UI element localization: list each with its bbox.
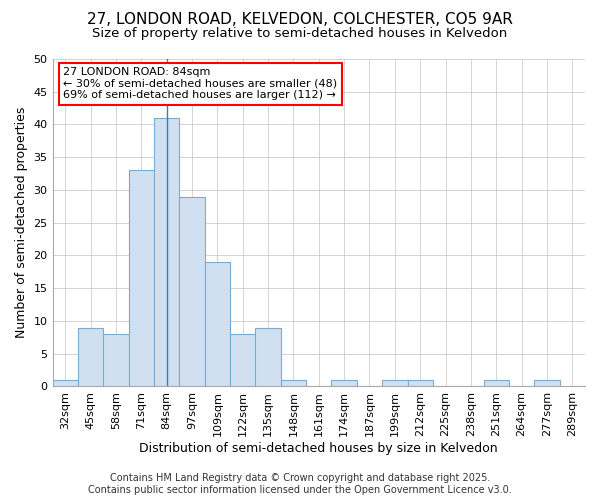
Bar [534, 380, 560, 386]
Text: 27 LONDON ROAD: 84sqm
← 30% of semi-detached houses are smaller (48)
69% of semi: 27 LONDON ROAD: 84sqm ← 30% of semi-deta… [63, 67, 337, 100]
Bar [331, 380, 357, 386]
Bar [230, 334, 256, 386]
X-axis label: Distribution of semi-detached houses by size in Kelvedon: Distribution of semi-detached houses by … [139, 442, 498, 455]
Bar [78, 328, 103, 386]
Y-axis label: Number of semi-detached properties: Number of semi-detached properties [15, 107, 28, 338]
Bar [205, 262, 230, 386]
Bar [484, 380, 509, 386]
Bar [179, 196, 205, 386]
Text: Contains HM Land Registry data © Crown copyright and database right 2025.
Contai: Contains HM Land Registry data © Crown c… [88, 474, 512, 495]
Bar [256, 328, 281, 386]
Bar [128, 170, 154, 386]
Bar [53, 380, 78, 386]
Text: 27, LONDON ROAD, KELVEDON, COLCHESTER, CO5 9AR: 27, LONDON ROAD, KELVEDON, COLCHESTER, C… [87, 12, 513, 28]
Bar [281, 380, 306, 386]
Bar [407, 380, 433, 386]
Text: Size of property relative to semi-detached houses in Kelvedon: Size of property relative to semi-detach… [92, 28, 508, 40]
Bar [103, 334, 128, 386]
Bar [382, 380, 407, 386]
Bar [154, 118, 179, 386]
